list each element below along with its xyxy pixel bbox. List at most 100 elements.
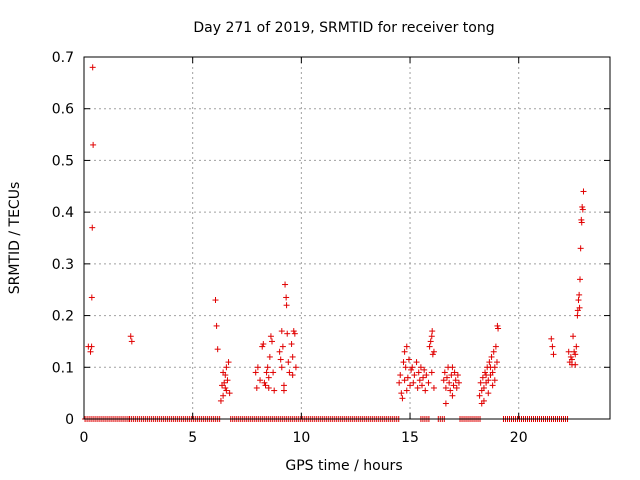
x-tick-label: 15 (401, 430, 419, 446)
data-point (271, 387, 278, 394)
chart-title: Day 271 of 2019, SRMTID for receiver ton… (193, 20, 494, 36)
data-point (267, 333, 274, 340)
data-point (549, 343, 556, 350)
data-point (579, 203, 586, 210)
data-point (442, 384, 449, 391)
data-point (494, 322, 501, 329)
data-point (450, 382, 457, 389)
x-tick-label: 10 (292, 430, 310, 446)
data-point (449, 364, 456, 371)
data-point (480, 384, 487, 391)
data-point (222, 384, 229, 391)
data-point (577, 276, 584, 283)
data-point (260, 341, 267, 348)
data-point (403, 343, 410, 350)
data-point (455, 379, 462, 386)
data-point (446, 379, 453, 386)
data-point (576, 304, 583, 311)
data-point (88, 294, 95, 301)
data-point (570, 333, 577, 340)
data-point (289, 353, 296, 360)
data-point (405, 356, 412, 363)
y-tick-label: 0.1 (52, 360, 74, 376)
x-tick-label: 5 (188, 430, 197, 446)
data-point (265, 384, 272, 391)
data-point (573, 343, 580, 350)
data-point (441, 369, 448, 376)
data-point (259, 343, 266, 350)
data-point (574, 312, 581, 319)
data-point (410, 379, 417, 386)
data-point (417, 364, 424, 371)
data-point (404, 374, 411, 381)
y-tick-label: 0.3 (52, 257, 74, 273)
data-point (479, 374, 486, 381)
grid-lines (84, 57, 610, 419)
data-point (285, 359, 292, 366)
data-point (89, 64, 96, 71)
data-point (428, 369, 435, 376)
data-point (448, 372, 455, 379)
axis-ticks (83, 56, 610, 420)
y-tick-label: 0.2 (52, 309, 74, 325)
data-point (568, 356, 575, 363)
data-point (489, 369, 496, 376)
data-point (261, 379, 268, 386)
data-point (254, 364, 261, 371)
data-point (396, 379, 403, 386)
data-point (90, 141, 97, 148)
data-point (492, 343, 499, 350)
data-point (89, 224, 96, 231)
data-point (402, 364, 409, 371)
data-point (578, 219, 585, 226)
data-point (212, 297, 219, 304)
data-point (252, 369, 259, 376)
data-point (565, 348, 572, 355)
data-point (416, 377, 423, 384)
data-point (575, 297, 582, 304)
data-point (403, 387, 410, 394)
data-point (401, 348, 408, 355)
data-point (482, 369, 489, 376)
x-tick-label: 0 (80, 430, 89, 446)
data-point (283, 294, 290, 301)
data-point (217, 397, 224, 404)
data-point (407, 382, 414, 389)
data-point (477, 379, 484, 386)
data-point (269, 338, 276, 345)
x-axis-title: GPS time / hours (285, 458, 402, 474)
data-point (422, 387, 429, 394)
data-point (290, 328, 297, 335)
data-point (221, 379, 228, 386)
data-point (289, 372, 296, 379)
data-point (576, 291, 583, 298)
data-point (128, 338, 135, 345)
data-point (415, 369, 422, 376)
data-point (429, 328, 436, 335)
data-point (489, 382, 496, 389)
data-point (577, 245, 584, 252)
data-point (408, 366, 415, 373)
data-point (429, 351, 436, 358)
data-point (213, 322, 220, 329)
data-point (548, 335, 555, 342)
data-point (449, 392, 456, 399)
data-point (421, 366, 428, 373)
data-point (425, 379, 432, 386)
data-point (427, 338, 434, 345)
data-point (488, 353, 495, 360)
data-point (283, 302, 290, 309)
data-point (418, 382, 425, 389)
data-point (571, 348, 578, 355)
data-point (288, 341, 295, 348)
data-point (280, 382, 287, 389)
data-point (277, 356, 284, 363)
data-point (440, 377, 447, 384)
data-point (550, 351, 557, 358)
data-point (266, 353, 273, 360)
data-point (430, 348, 437, 355)
data-point (495, 325, 502, 332)
data-point (451, 369, 458, 376)
data-point (409, 364, 416, 371)
data-point (265, 374, 272, 381)
